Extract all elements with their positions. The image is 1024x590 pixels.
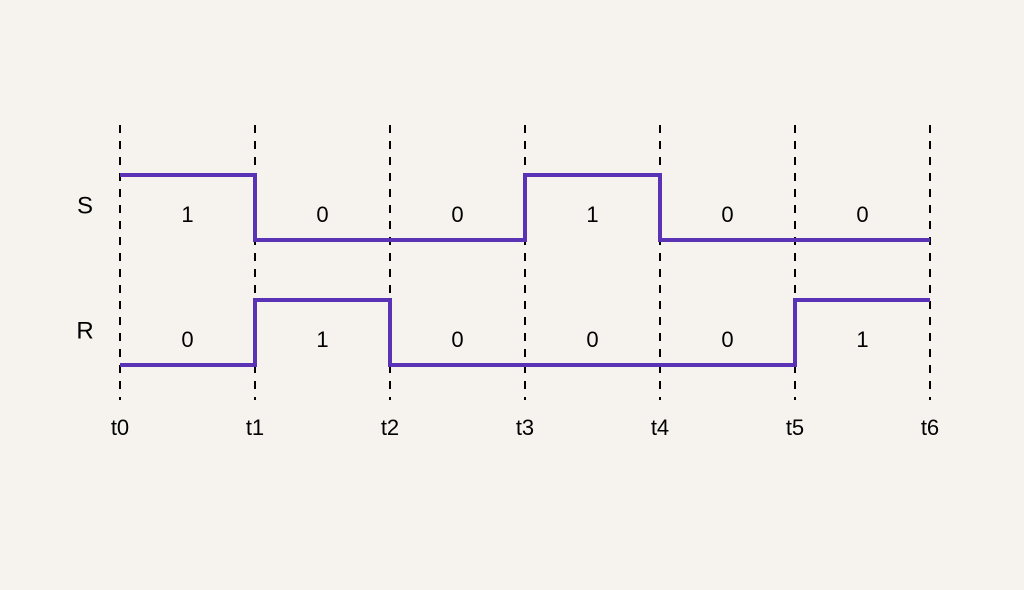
- tick-label: t5: [786, 415, 804, 440]
- value-label: 0: [586, 327, 598, 352]
- tick-label: t0: [111, 415, 129, 440]
- tick-label: t2: [381, 415, 399, 440]
- value-label: 1: [181, 202, 193, 227]
- value-label: 0: [856, 202, 868, 227]
- signal-label-S: S: [77, 193, 93, 220]
- value-label: 0: [316, 202, 328, 227]
- value-label: 1: [316, 327, 328, 352]
- value-label: 0: [721, 327, 733, 352]
- value-label: 1: [586, 202, 598, 227]
- value-label: 0: [181, 327, 193, 352]
- value-label: 0: [451, 202, 463, 227]
- tick-label: t1: [246, 415, 264, 440]
- tick-label: t4: [651, 415, 669, 440]
- timing-diagram: t0 t1 t2 t3 t4 t5 t6 S 1 0 0 1 0 0 R 0 1 0 0 0 1: [0, 0, 1024, 590]
- value-label: 1: [856, 327, 868, 352]
- signal-label-R: R: [76, 318, 93, 345]
- tick-label: t6: [921, 415, 939, 440]
- tick-label: t3: [516, 415, 534, 440]
- value-label: 0: [721, 202, 733, 227]
- value-label: 0: [451, 327, 463, 352]
